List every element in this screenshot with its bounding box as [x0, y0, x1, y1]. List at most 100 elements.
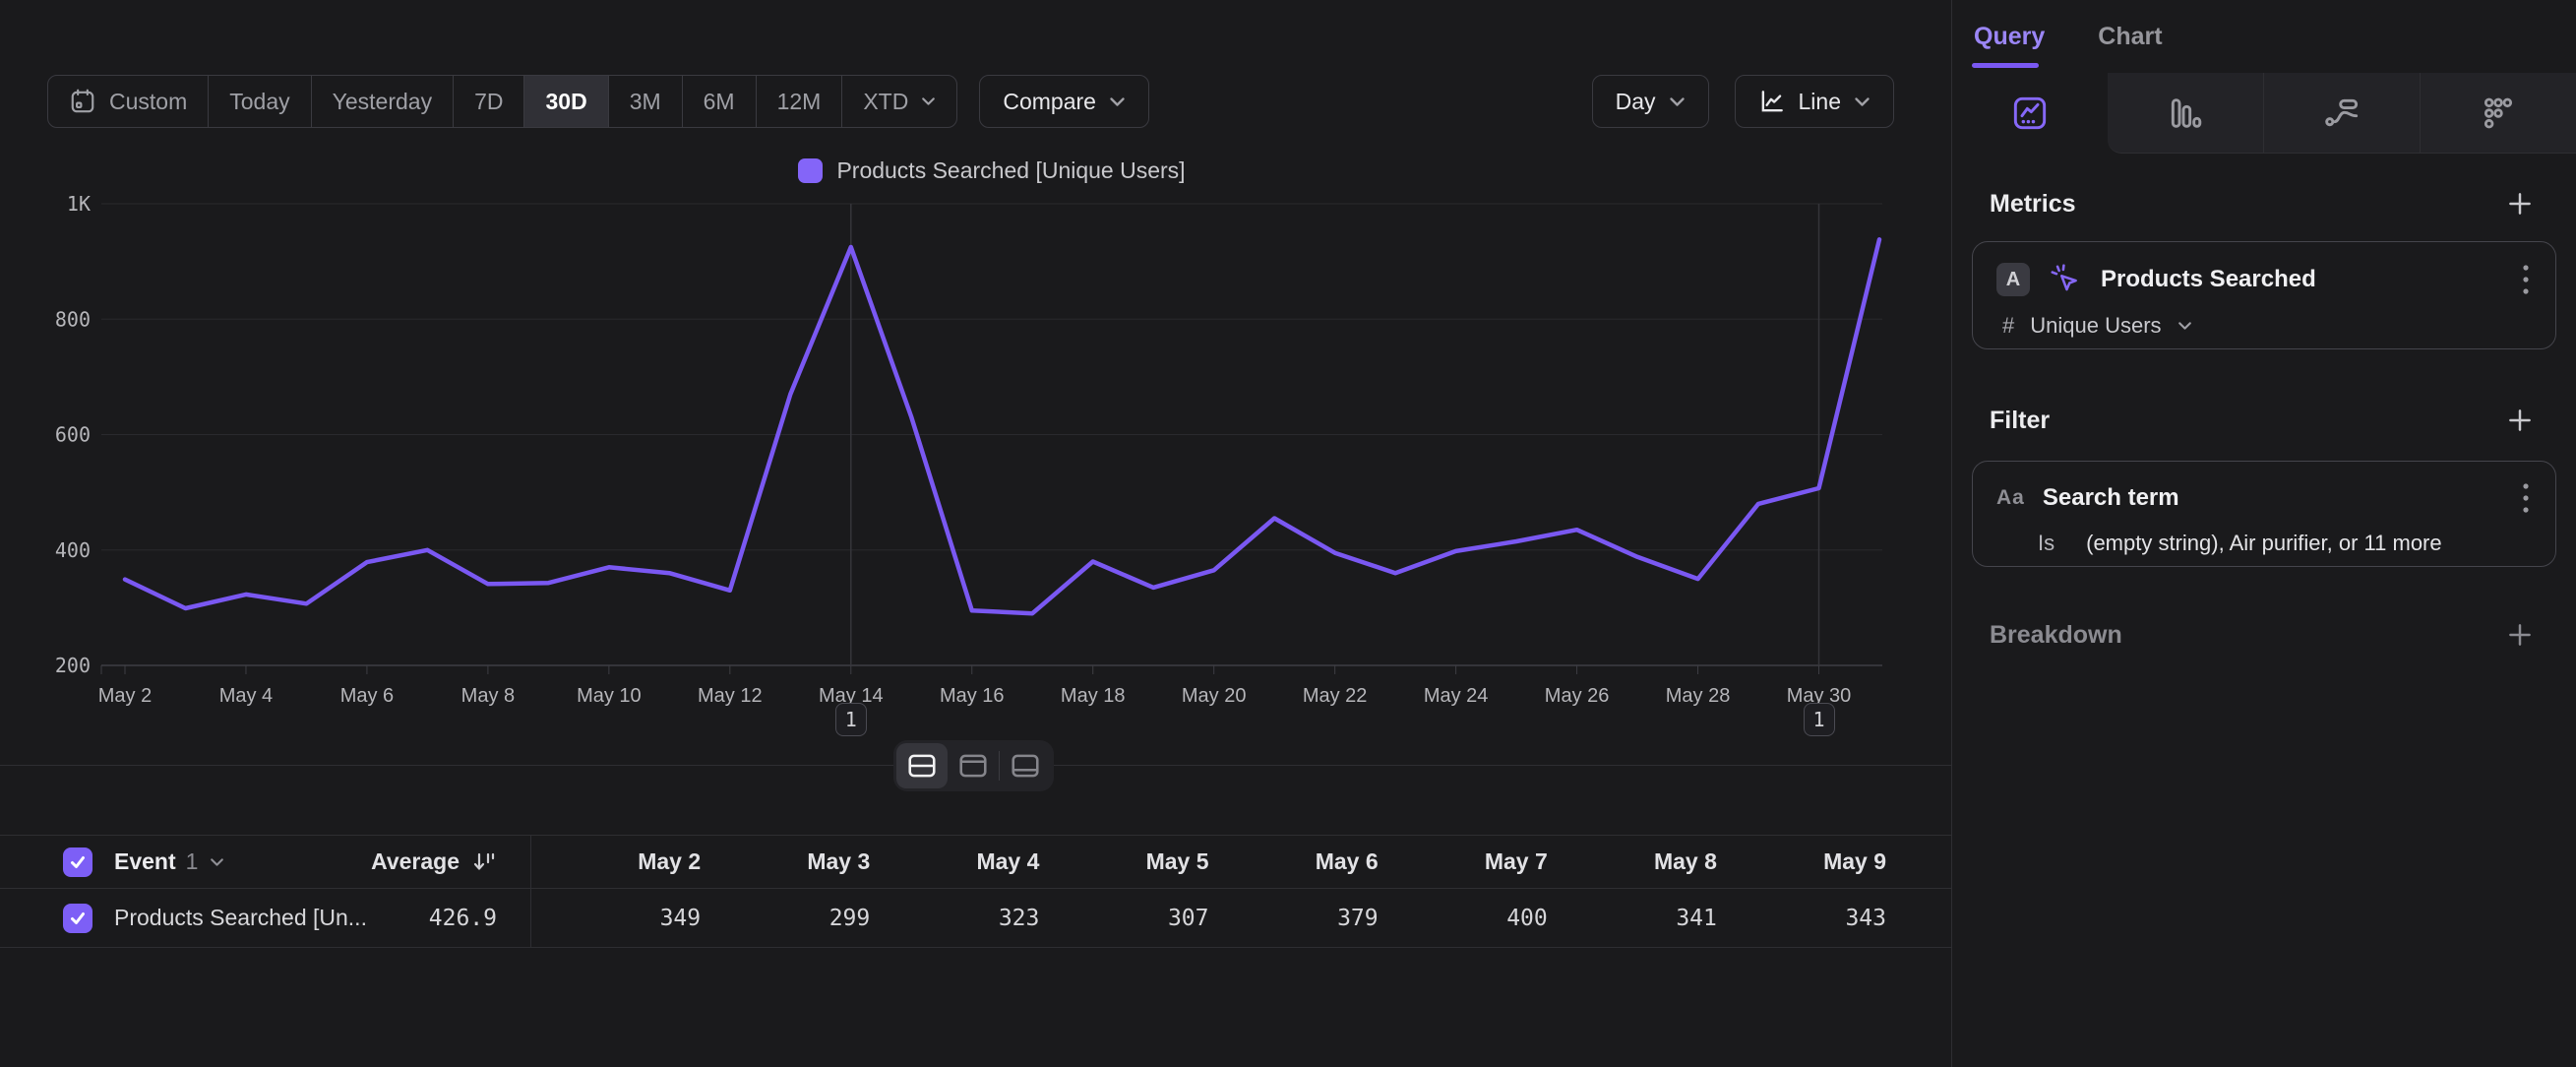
checkmark-icon	[71, 855, 85, 868]
plus-icon	[2509, 193, 2531, 215]
x-axis-label: May 16	[940, 685, 1005, 707]
bar-chart-icon	[2171, 97, 2202, 128]
series-name: Products Searched [Un...	[114, 905, 367, 930]
report-tab-insights[interactable]	[1952, 73, 2108, 154]
event-dropdown[interactable]	[210, 857, 224, 867]
series-line[interactable]	[122, 237, 1882, 616]
breakdown-heading: Breakdown	[1990, 620, 2122, 649]
table-date-header[interactable]: May 6	[1315, 848, 1379, 874]
table-value-cell: 323	[998, 905, 1040, 931]
filter-property-name: Search term	[2042, 484, 2179, 511]
chart-only-icon	[959, 754, 987, 778]
table-date-header[interactable]: May 7	[1484, 848, 1548, 874]
granularity-button[interactable]: Day	[1591, 75, 1709, 128]
report-tab-funnel[interactable]	[2420, 73, 2576, 154]
chart-type-button[interactable]: Line	[1734, 75, 1894, 128]
table-date-header[interactable]: May 9	[1823, 848, 1886, 874]
filter-value[interactable]: (empty string), Air purifier, or 11 more	[2086, 531, 2442, 555]
aggregation-selector[interactable]: Unique Users	[2030, 313, 2162, 338]
sort-descending-icon	[473, 852, 495, 870]
range-label: Today	[229, 88, 290, 114]
range-6m[interactable]: 6M	[683, 76, 757, 127]
table-date-header[interactable]: May 2	[638, 848, 702, 874]
range-label: Yesterday	[332, 88, 433, 114]
range-12m[interactable]: 12M	[757, 76, 843, 127]
table-date-header[interactable]: May 8	[1653, 848, 1717, 874]
checkmark-icon	[71, 911, 85, 924]
filter-card-row1: Aa Search term	[1973, 462, 2555, 515]
range-yesterday[interactable]: Yesterday	[312, 76, 455, 127]
report-type-tabs	[1952, 73, 2576, 154]
tab-chart[interactable]: Chart	[2098, 22, 2163, 50]
range-custom[interactable]: Custom	[48, 76, 210, 127]
range-today[interactable]: Today	[209, 76, 312, 127]
chart-type-label: Line	[1798, 88, 1841, 114]
average-label: Average	[371, 848, 460, 874]
sidebar-tabs: Query Chart	[1952, 0, 2576, 73]
x-axis-label: May 30	[1787, 685, 1852, 707]
range-7d[interactable]: 7D	[454, 76, 525, 127]
report-tab-flows[interactable]	[2263, 73, 2420, 154]
filter-card[interactable]: Aa Search term Is (empty string), Air pu…	[1972, 461, 2556, 567]
annotation-badge[interactable]: 1	[834, 703, 867, 736]
range-label: 7D	[474, 88, 504, 114]
chevron-down-icon	[1669, 96, 1685, 106]
annotation-badge[interactable]: 1	[1803, 703, 1835, 736]
select-all-checkbox[interactable]	[63, 847, 92, 877]
view-toggle-separator	[999, 751, 1000, 781]
query-sidebar: Query Chart Metrics	[1951, 0, 2576, 1067]
plus-icon	[2509, 624, 2531, 646]
range-label: 6M	[703, 88, 735, 114]
x-axis-label: May 24	[1424, 685, 1489, 707]
table-row-values: 349 299 323 307 379 400 341 343	[531, 889, 1951, 947]
add-breakdown-button[interactable]	[2505, 620, 2535, 650]
y-axis-label: 800	[55, 307, 91, 331]
y-axis-label: 200	[55, 654, 91, 677]
line-chart-icon	[1761, 91, 1783, 112]
view-chart-only-button[interactable]	[948, 743, 999, 788]
add-metric-button[interactable]	[2505, 189, 2535, 219]
report-tab-bar[interactable]	[2108, 73, 2263, 154]
filter-menu-button[interactable]	[2522, 481, 2530, 515]
x-axis-label: May 14	[819, 685, 884, 707]
chevron-down-icon	[211, 857, 224, 866]
range-3m[interactable]: 3M	[609, 76, 683, 127]
x-axis-label: May 18	[1061, 685, 1126, 707]
aggregation-prefix: #	[2002, 313, 2015, 338]
chevron-down-icon	[1110, 96, 1125, 106]
table-header-dates: May 2 May 3 May 4 May 5 May 6 May 7 May 8 May 9	[531, 836, 1951, 888]
table-date-header[interactable]: May 5	[1145, 848, 1209, 874]
legend-label: Products Searched [Unique Users]	[836, 157, 1186, 183]
compare-button[interactable]: Compare	[979, 75, 1149, 128]
table-date-header[interactable]: May 3	[807, 848, 871, 874]
string-property-icon: Aa	[1996, 486, 2025, 509]
kebab-menu-icon	[2523, 483, 2529, 513]
range-30d[interactable]: 30D	[524, 76, 609, 127]
metric-menu-button[interactable]	[2522, 263, 2530, 296]
range-xtd[interactable]: XTD	[842, 76, 956, 127]
main-panel: Custom Today Yesterday 7D 30D 3M 6M 12M XTD Comp…	[0, 75, 1951, 948]
table-value-cell: 307	[1167, 905, 1209, 931]
average-sort-control[interactable]: Average	[371, 848, 497, 875]
table-header-row: Event 1 Average May 2 May 3 May 4 May 5 May …	[0, 835, 1951, 889]
view-table-only-button[interactable]	[1000, 743, 1051, 788]
view-split-button[interactable]	[896, 743, 948, 788]
legend-swatch	[798, 158, 824, 183]
table-value-cell: 379	[1337, 905, 1379, 931]
add-filter-button[interactable]	[2505, 406, 2535, 435]
metric-event-name: Products Searched	[2101, 266, 2316, 292]
metric-card[interactable]: A Products Searched # Unique Users	[1972, 241, 2556, 349]
table-value-cell: 400	[1506, 905, 1548, 931]
x-axis-label: May 2	[98, 685, 152, 707]
x-axis-label: May 4	[219, 685, 273, 707]
table-date-header[interactable]: May 4	[976, 848, 1040, 874]
filter-operator[interactable]: Is	[2038, 531, 2055, 555]
metric-letter-badge: A	[1996, 263, 2030, 296]
row-checkbox[interactable]	[63, 903, 92, 933]
table-header-left: Event 1 Average	[0, 836, 531, 888]
y-axis-label: 1K	[67, 192, 91, 216]
line-chart-area[interactable]: 200 400 600 800 1K May 2 May 4 May 6 May 8 May 10…	[0, 187, 1951, 778]
tab-query[interactable]: Query	[1974, 22, 2046, 50]
table-row-left: Products Searched [Un... 426.9	[0, 889, 531, 947]
